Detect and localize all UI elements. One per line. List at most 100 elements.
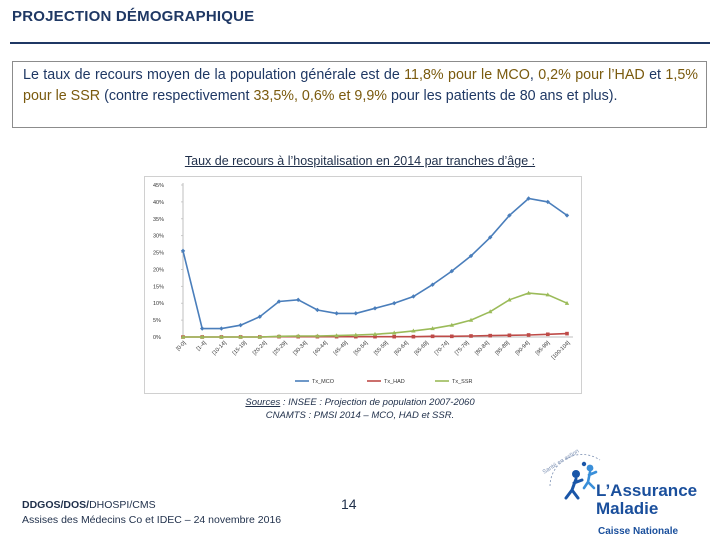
- data-point-mco: [372, 306, 378, 311]
- sources-label: Sources: [245, 397, 281, 408]
- footer-org-bold: DDGOS/DOS/: [22, 499, 90, 511]
- callout-highlight-had: 0,2% pour l’HAD: [538, 67, 645, 83]
- data-point-ssr: [276, 333, 282, 338]
- data-point-had: [507, 333, 512, 338]
- x-tick-label: [20-24]: [252, 340, 269, 357]
- data-point-ssr: [219, 334, 224, 339]
- data-point-ssr: [545, 292, 550, 297]
- data-point-ssr: [392, 330, 397, 335]
- data-point-mco: [219, 326, 224, 331]
- line-chart: 0%5%10%15%20%25%30%35%40%45%[0-0] [1-4] [1…: [153, 183, 573, 385]
- data-point-had: [392, 334, 396, 339]
- data-point-ssr: [334, 333, 339, 338]
- x-tick-label: [15-19]: [232, 340, 249, 357]
- x-tick-label: [40-44]: [313, 340, 330, 357]
- y-tick-label: 25%: [153, 251, 164, 257]
- footer-info: DDGOS/DOS/DHOSPI/CMS Assises des Médecin…: [22, 498, 281, 528]
- x-tick-label: [55-59]: [373, 340, 390, 357]
- y-tick-label: 15%: [153, 284, 164, 290]
- x-tick-label: [30-34]: [292, 340, 309, 357]
- sources-line-2: CNAMTS : PMSI 2014 – MCO, HAD et SSR.: [265, 410, 455, 421]
- x-tick-label: [90-94]: [515, 340, 532, 357]
- title-divider: [10, 42, 710, 44]
- footer-event: Assises des Médecins Co et IDEC – 24 nov…: [22, 514, 282, 526]
- data-point-mco: [488, 235, 493, 240]
- data-point-had: [526, 333, 531, 337]
- x-tick-label: [50-54]: [353, 340, 370, 357]
- data-point-mco: [334, 311, 339, 316]
- data-point-had: [488, 333, 492, 338]
- data-point-ssr: [411, 328, 416, 333]
- data-point-ssr: [180, 334, 186, 339]
- x-tick-label: [10-14]: [211, 340, 228, 357]
- data-point-mco: [315, 307, 320, 313]
- x-tick-label: [80-84]: [474, 340, 491, 357]
- data-point-had: [565, 331, 569, 336]
- data-point-mco: [257, 314, 262, 319]
- callout-text: ,: [529, 67, 539, 83]
- y-tick-label: 35%: [153, 217, 164, 223]
- data-point-had: [373, 334, 377, 339]
- data-point-ssr: [468, 317, 474, 322]
- footer-org-rest: DHOSPI/CMS: [89, 499, 156, 511]
- data-point-ssr: [449, 322, 454, 327]
- callout-highlight-mco: 11,8% pour le MCO: [404, 67, 530, 83]
- data-point-had: [546, 332, 550, 337]
- data-point-ssr: [257, 334, 262, 339]
- data-point-mco: [430, 282, 435, 287]
- data-point-mco: [507, 213, 512, 218]
- x-tick-label: [65-69]: [414, 340, 431, 357]
- logo-figures-icon: [564, 461, 598, 500]
- x-tick-label: [70-74]: [434, 340, 451, 357]
- data-point-ssr: [200, 334, 205, 339]
- sources-note: Sources : INSEE : Projection de populati…: [0, 396, 720, 422]
- data-point-ssr: [315, 333, 320, 338]
- summary-callout: Le taux de recours moyen de la populatio…: [12, 61, 707, 128]
- data-point-mco: [564, 213, 570, 218]
- data-point-had: [469, 334, 473, 338]
- data-point-ssr: [488, 309, 493, 314]
- data-point-had: [450, 334, 454, 339]
- x-tick-label: [95-99]: [535, 340, 552, 357]
- data-point-ssr: [430, 326, 435, 331]
- data-point-mco: [392, 301, 397, 306]
- data-point-ssr: [353, 332, 358, 337]
- logo-brand-line-1: L’Assurance: [596, 481, 697, 500]
- x-tick-label: [60-64]: [393, 340, 410, 357]
- data-point-mco: [353, 311, 358, 316]
- chart-caption-text: Taux de recours à l’hospitalisation en 2…: [184, 154, 536, 168]
- chart-caption: Taux de recours à l’hospitalisation en 2…: [0, 154, 720, 168]
- x-tick-label: [45-49]: [333, 340, 350, 357]
- data-point-had: [411, 334, 416, 339]
- callout-text: pour les patients de 80 ans et plus).: [386, 87, 618, 104]
- y-tick-label: 45%: [153, 183, 164, 189]
- data-point-mco: [276, 299, 282, 304]
- page-number: 14: [341, 496, 357, 512]
- x-tick-label: [100-104]: [551, 340, 572, 361]
- data-point-ssr: [238, 334, 243, 339]
- y-tick-label: 40%: [153, 200, 164, 206]
- data-point-mco: [411, 294, 416, 299]
- data-point-ssr: [372, 331, 378, 336]
- data-point-ssr: [526, 290, 531, 295]
- page-title: PROJECTION DÉMOGRAPHIQUE: [12, 8, 255, 25]
- logo-brand-line-3: Caisse Nationale: [598, 526, 678, 537]
- x-tick-label: [85-89]: [494, 340, 511, 357]
- callout-highlight-ssr: 1,5% pour le SSR: [23, 67, 699, 104]
- legend-label: Tx_MCO: [312, 379, 335, 385]
- assurance-maladie-logo: Santé en action L’Assurance Maladie Cais…: [532, 446, 708, 540]
- y-tick-label: 10%: [153, 301, 164, 307]
- data-point-mco: [200, 326, 205, 331]
- legend-label: Tx_HAD: [384, 379, 405, 385]
- callout-text: (contre respectivement: [100, 87, 254, 104]
- data-point-ssr: [507, 297, 512, 302]
- x-tick-label: [1-4]: [196, 340, 208, 352]
- y-tick-label: 20%: [153, 267, 164, 273]
- data-point-had: [430, 334, 435, 339]
- data-point-mco: [449, 268, 454, 274]
- x-tick-label: [0-0]: [175, 340, 187, 352]
- y-tick-label: 30%: [153, 234, 164, 240]
- legend-label: Tx_SSR: [452, 379, 473, 385]
- sources-line-1: : INSEE : Projection de population 2007-…: [280, 397, 475, 408]
- callout-text: Le taux de recours moyen de la populatio…: [23, 67, 405, 83]
